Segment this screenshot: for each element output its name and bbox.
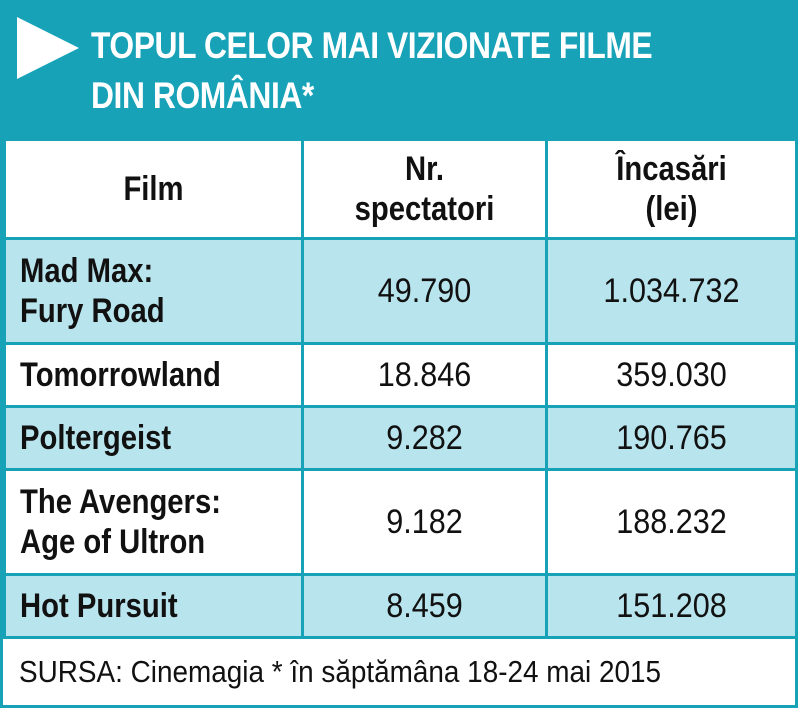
cell-value: 9.282 (386, 419, 463, 457)
title-line: DIN ROMÂNIA* (91, 75, 314, 116)
film-name-line: Tomorrowland (20, 356, 221, 394)
title-bar: TOPUL CELOR MAI VIZIONATE FILME DIN ROMÂN… (3, 3, 795, 138)
header-line: Film (123, 170, 184, 208)
film-name-line: Mad Max: (20, 252, 154, 290)
value-cell: 8.459 (301, 573, 548, 639)
value-cell: 359.030 (545, 342, 798, 408)
cell-value: 359.030 (616, 356, 727, 394)
table-row: Poltergeist 9.282 190.765 (3, 405, 798, 471)
cell-value: 9.182 (386, 503, 463, 541)
table: Film Nr. spectatori Încasări (lei) Mad Max: F… (3, 138, 798, 639)
cell-value: 49.790 (377, 272, 472, 310)
film-name-line: Age of Ultron (20, 523, 206, 561)
table-row: The Avengers: Age of Ultron 9.182 188.232 (3, 468, 798, 576)
table-row: Mad Max: Fury Road 49.790 1.034.732 (3, 237, 798, 345)
title-line: TOPUL CELOR MAI VIZIONATE FILME (91, 25, 653, 66)
film-name-line: Fury Road (20, 292, 165, 330)
value-cell: 188.232 (545, 468, 798, 576)
header-line: Încasări (616, 150, 727, 188)
cell-value: 18.846 (377, 356, 472, 394)
cell-value: 190.765 (616, 419, 727, 457)
film-cell: Hot Pursuit (3, 573, 304, 639)
cell-value: 188.232 (616, 503, 727, 541)
value-cell: 1.034.732 (545, 237, 798, 345)
value-cell: 151.208 (545, 573, 798, 639)
film-cell: Tomorrowland (3, 342, 304, 408)
film-cell: Mad Max: Fury Road (3, 237, 304, 345)
table-row: Tomorrowland 18.846 359.030 (3, 342, 798, 408)
value-cell: 18.846 (301, 342, 548, 408)
source-note: SURSA: Cinemagia * în săptămâna 18-24 ma… (19, 654, 662, 689)
column-header: Încasări (lei) (545, 138, 798, 240)
table-row: Hot Pursuit 8.459 151.208 (3, 573, 798, 639)
value-cell: 9.282 (301, 405, 548, 471)
title: TOPUL CELOR MAI VIZIONATE FILME DIN ROMÂN… (91, 21, 744, 121)
table-body: Mad Max: Fury Road 49.790 1.034.732 Tomorrow… (3, 237, 798, 639)
film-cell: The Avengers: Age of Ultron (3, 468, 304, 576)
header-line: Nr. (404, 150, 444, 188)
column-header: Film (3, 138, 304, 240)
header-line: (lei) (645, 190, 698, 228)
film-cell: Poltergeist (3, 405, 304, 471)
header-row: Film Nr. spectatori Încasări (lei) (3, 138, 798, 240)
value-cell: 9.182 (301, 468, 548, 576)
film-name-line: The Avengers: (20, 483, 221, 521)
value-cell: 49.790 (301, 237, 548, 345)
cell-value: 8.459 (386, 587, 463, 625)
cell-value: 151.208 (616, 587, 727, 625)
film-name-line: Poltergeist (20, 419, 172, 457)
footer: SURSA: Cinemagia * în săptămâna 18-24 ma… (3, 643, 795, 705)
value-cell: 190.765 (545, 405, 798, 471)
column-header: Nr. spectatori (301, 138, 548, 240)
header-line: spectatori (354, 190, 495, 228)
arrow-shape (17, 17, 79, 79)
arrow-icon (17, 17, 79, 79)
film-name-line: Hot Pursuit (20, 587, 178, 625)
cell-value: 1.034.732 (603, 272, 740, 310)
